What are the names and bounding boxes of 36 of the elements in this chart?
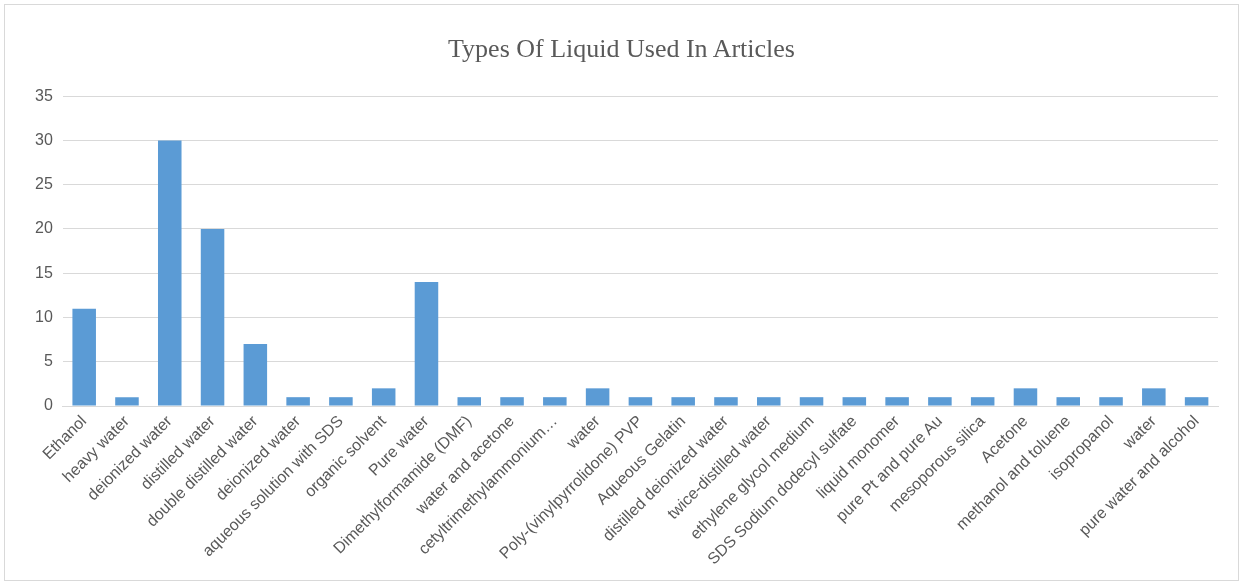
bar — [756, 397, 781, 406]
bar — [714, 397, 738, 406]
bar — [329, 397, 353, 406]
bar — [1184, 397, 1209, 406]
bar — [414, 282, 439, 406]
bar — [585, 388, 610, 406]
bar — [543, 397, 567, 406]
y-tick-label: 30 — [35, 130, 53, 148]
bar — [628, 397, 653, 406]
bar — [1013, 388, 1038, 406]
bar — [500, 397, 524, 406]
bar — [286, 397, 310, 406]
chart-title: Types Of Liquid Used In Articles — [448, 34, 795, 64]
bar — [457, 397, 482, 406]
y-tick-label: 10 — [35, 307, 53, 325]
bar — [671, 397, 695, 406]
bar — [200, 228, 225, 406]
bar — [842, 397, 867, 406]
bar — [371, 388, 396, 406]
y-tick-label: 5 — [43, 352, 53, 370]
bar — [1056, 397, 1081, 406]
bar — [243, 344, 268, 406]
y-tick-label: 0 — [43, 396, 53, 414]
y-tick-label: 15 — [35, 263, 53, 281]
bar — [885, 397, 909, 406]
bar — [799, 397, 824, 406]
bar — [115, 397, 139, 406]
bar — [72, 308, 96, 406]
bar — [1099, 397, 1123, 406]
bar — [928, 397, 952, 406]
bar — [1142, 388, 1166, 406]
y-tick-label: 25 — [35, 175, 53, 193]
bar — [970, 397, 995, 406]
y-tick-label: 20 — [35, 219, 53, 237]
bar — [157, 140, 182, 406]
y-tick-label: 35 — [35, 86, 53, 104]
